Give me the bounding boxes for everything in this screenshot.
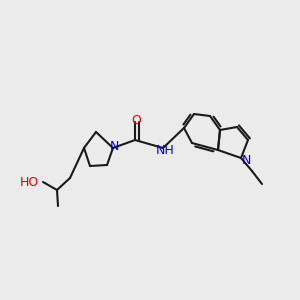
Text: HO: HO <box>20 176 39 188</box>
Text: N: N <box>109 140 119 154</box>
Text: NH: NH <box>156 143 174 157</box>
Text: O: O <box>131 115 141 128</box>
Text: N: N <box>241 154 251 166</box>
